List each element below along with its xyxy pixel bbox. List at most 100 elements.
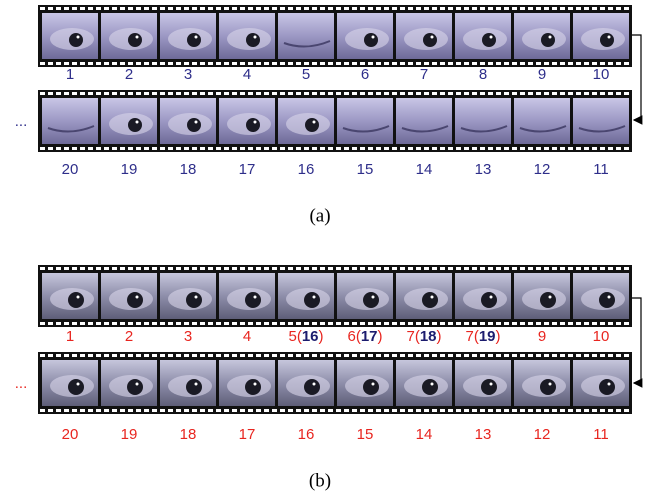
iris [304,292,320,308]
eye-frame [455,360,511,406]
frame-label: 6 [361,66,369,83]
connector-arrow [632,298,641,383]
sprocket [536,267,541,270]
sprocket [200,322,205,325]
sprocket [480,62,485,65]
sprocket [112,7,117,10]
sprocket [456,92,461,95]
sprocket [64,409,69,412]
sprocket [528,322,533,325]
sprocket [624,92,629,95]
glint [372,36,375,39]
sprocket [432,92,437,95]
sprocket [176,7,181,10]
film-strip [38,265,632,327]
sprocket [608,267,613,270]
sprocket [464,267,469,270]
frame-label: 4 [243,328,251,345]
sprocket [560,147,565,150]
sprocket [384,409,389,412]
eye-frame [514,360,570,406]
sprocket [488,354,493,357]
eye-frame [337,13,393,59]
sprocket [152,147,157,150]
iris [422,292,438,308]
sprocket [216,409,221,412]
sprocket [384,267,389,270]
sprocket [264,62,269,65]
sprocket [352,62,357,65]
eye-frame [396,360,452,406]
sprocket [488,92,493,95]
sprocket [432,7,437,10]
eye-frame [160,360,216,406]
sprocket [608,322,613,325]
glint [136,383,139,386]
sprocket [472,147,477,150]
sprocket [608,7,613,10]
sprocket [352,7,357,10]
sprocket [448,147,453,150]
sprocket [160,92,165,95]
sprocket [536,92,541,95]
sprocket [56,409,61,412]
sprocket [160,354,165,357]
sprocket [112,322,117,325]
sprocket [280,92,285,95]
glint [313,383,316,386]
sprocket [608,409,613,412]
eye-frame [514,13,570,59]
glint [136,121,139,124]
sprocket [576,147,581,150]
sprocket [168,354,173,357]
glint [77,296,80,299]
sprocket [384,354,389,357]
sprocket [512,267,517,270]
sprocket [248,92,253,95]
sprocket [336,62,341,65]
sprocket [88,322,93,325]
sprocket [400,267,405,270]
sprocket [456,147,461,150]
frame-label: 1 [66,328,74,345]
sprocket [120,322,125,325]
sprocket [48,7,53,10]
sprocket [592,92,597,95]
sprocket [64,267,69,270]
sprocket [472,92,477,95]
sprocket [424,7,429,10]
eye-frame [396,98,452,144]
sprocket [224,62,229,65]
sprocket [504,409,509,412]
sprocket [296,267,301,270]
sprocket [376,92,381,95]
sprocket [544,354,549,357]
sprocket [536,147,541,150]
sprocket [160,7,165,10]
frame-label: 5(16) [288,328,323,345]
sprocket [496,322,501,325]
frame-label: 17 [239,161,256,178]
sprocket [472,7,477,10]
sprocket [312,409,317,412]
label-text: ) [437,328,442,345]
sprocket [48,354,53,357]
sprocket [504,147,509,150]
sprocket [224,354,229,357]
eye-frame [101,273,157,319]
sprocket [328,267,333,270]
sprocket [288,92,293,95]
sprocket [72,354,77,357]
sprocket [176,354,181,357]
sprocket [512,62,517,65]
sprocket [208,409,213,412]
sprocket [40,409,45,412]
sprocket [416,267,421,270]
sprocket [400,147,405,150]
sprocket [296,92,301,95]
iris [68,292,84,308]
sprocket [368,409,373,412]
sprocket [608,354,613,357]
sprocket [128,147,133,150]
sprocket [80,267,85,270]
